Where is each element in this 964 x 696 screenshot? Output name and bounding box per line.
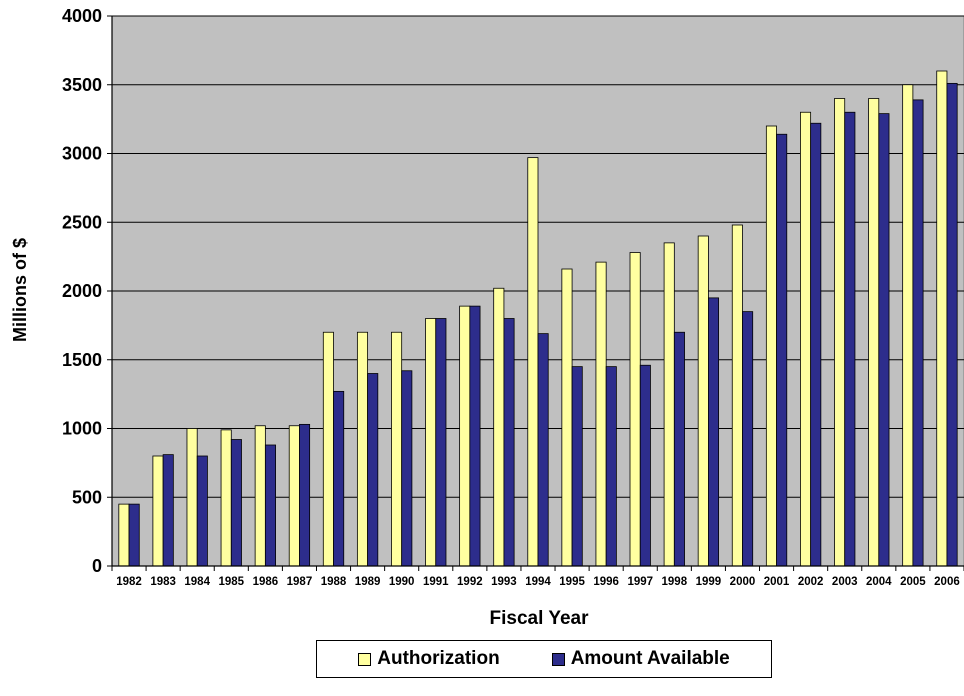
y-axis-label: Millions of $ [10,238,30,342]
bar-authorization [936,70,948,567]
x-tick-label: 1991 [423,576,449,588]
bar-authorization [527,157,539,567]
bar-authorization [595,261,607,567]
x-tick-label: 1989 [355,576,381,588]
x-tick-label: 2002 [798,576,824,588]
bar-authorization [629,252,641,567]
bar-amount-available [708,297,720,567]
bar-authorization [697,235,709,567]
x-tick-label: 1997 [627,576,653,588]
bar-amount-available [946,82,958,567]
bar-amount-available [503,318,515,567]
x-tick-label: 1996 [593,576,619,588]
x-tick-label: 2000 [730,576,756,588]
bar-authorization [322,331,334,567]
x-tick-label: 2001 [764,576,790,588]
x-tick-label: 1990 [389,576,415,588]
bar-amount-available [128,503,140,567]
y-tick-label: 500 [72,487,102,507]
bar-amount-available [673,331,685,567]
legend-item-amount-available: Amount Available [551,648,730,670]
bar-amount-available [230,439,242,567]
y-tick-label: 1500 [62,350,102,370]
x-tick-label: 1999 [696,576,722,588]
y-tick-label: 2500 [62,212,102,232]
x-tick-label: 2006 [934,576,960,588]
x-tick-label: 1995 [559,576,585,588]
x-tick-label: 1986 [253,576,279,588]
y-tick-label: 3500 [62,75,102,95]
y-tick-label: 3000 [62,144,102,164]
bar-authorization [425,318,437,567]
y-tick-label: 4000 [62,6,102,26]
bar-amount-available [605,366,617,567]
x-tick-label: 1987 [287,576,313,588]
legend-label-authorization: Authorization [377,648,500,669]
bar-amount-available [401,370,413,567]
bar-amount-available [196,455,208,567]
bar-authorization [459,305,471,567]
x-tick-label: 1998 [662,576,688,588]
legend-swatch-amount-available [551,652,565,666]
x-tick-label: 1985 [218,576,244,588]
bar-authorization [288,425,300,567]
bar-authorization [186,428,198,567]
x-tick-label: 1994 [525,576,551,588]
bar-amount-available [469,305,481,567]
bar-authorization [561,268,573,567]
y-tick-label: 0 [92,556,102,576]
axes [107,15,964,571]
legend: Authorization Amount Available [316,640,772,678]
bar-amount-available [264,444,276,567]
bar-amount-available [878,113,890,567]
bar-amount-available [844,111,856,567]
x-axis-label: Fiscal Year [490,608,590,629]
bar-amount-available [639,364,651,567]
y-tick-labels: 0 500 1000 1500 2000 2500 3000 3500 4000 [62,6,102,576]
x-tick-label: 1992 [457,576,483,588]
x-tick-label: 1983 [150,576,176,588]
bar-amount-available [912,99,924,567]
x-tick-label: 2005 [900,576,926,588]
bar-amount-available [810,122,822,567]
bar-authorization [118,503,130,567]
bar-authorization [152,455,164,567]
bar-amount-available [367,373,379,567]
bar-authorization [220,429,232,567]
y-tick-label: 1000 [62,419,102,439]
legend-label-amount-available: Amount Available [570,648,730,669]
bar-authorization [834,98,846,567]
bar-authorization [663,242,675,567]
bar-authorization [868,98,880,567]
bar-amount-available [742,311,754,567]
bar-amount-available [435,318,447,567]
bar-authorization [391,331,403,567]
x-tick-label: 1993 [491,576,517,588]
bar-authorization [800,111,812,567]
bar-authorization [731,224,743,567]
x-tick-label: 2003 [832,576,858,588]
x-tick-label: 1984 [184,576,210,588]
x-tick-label: 1988 [321,576,347,588]
bar-amount-available [776,133,788,567]
bar-amount-available [571,366,583,567]
bar-authorization [254,425,266,567]
bar-authorization [765,125,777,567]
bar-amount-available [299,423,311,567]
y-tick-label: 2000 [62,281,102,301]
legend-item-authorization: Authorization [358,648,500,670]
bar-authorization [356,331,369,567]
bar-amount-available [162,454,174,567]
bar-authorization [902,84,914,567]
bar-amount-available [537,333,549,567]
bar-authorization [493,287,505,567]
legend-swatch-authorization [358,652,372,666]
x-tick-label: 2004 [866,576,892,588]
x-tick-label: 1982 [116,576,142,588]
bar-amount-available [333,390,345,567]
x-tick-labels: 1982 1983 1984 1985 1986 1987 1988 1989 1990 1991… [116,576,960,588]
bars [118,70,958,567]
